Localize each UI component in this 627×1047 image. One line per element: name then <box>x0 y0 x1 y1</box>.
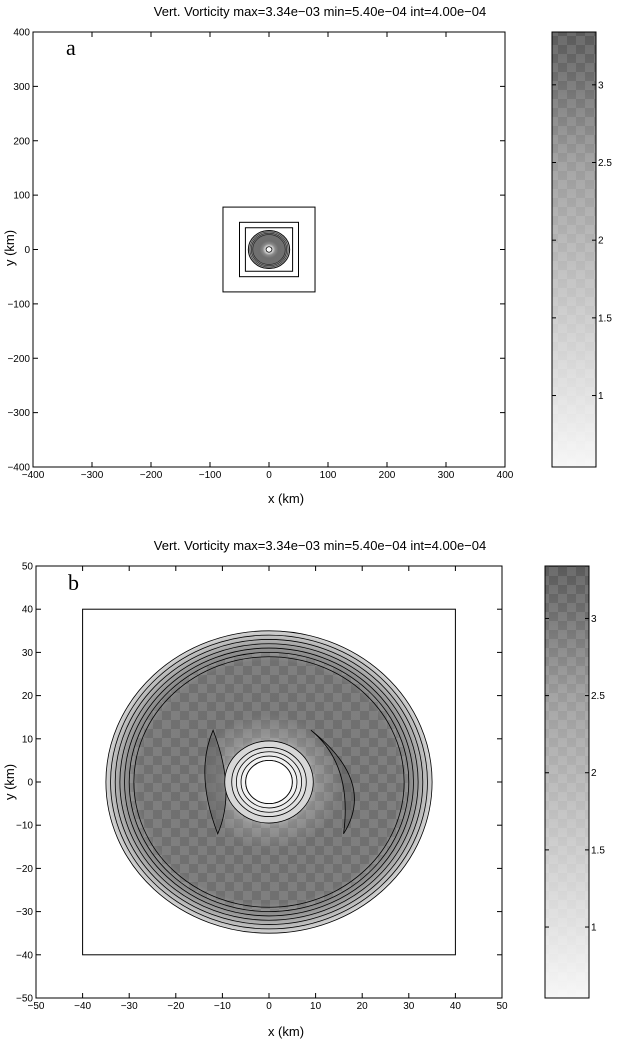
y-tick-label: 200 <box>13 136 30 147</box>
x-tick-label: 0 <box>266 1001 272 1012</box>
outer-contour <box>114 639 424 925</box>
x-tick-label: 300 <box>438 470 455 481</box>
x-tick-label: 400 <box>497 470 514 481</box>
panel-a-y-ticks: −400 −300 −200 −100 0 100 200 300 400 <box>7 28 505 474</box>
panel-b-x-ticks: −50 −40 −30 −20 −10 0 10 20 30 40 50 <box>28 566 508 1012</box>
crescent-right <box>310 729 355 835</box>
x-tick-label: 50 <box>496 1001 508 1012</box>
colorbar-tick-label: 1.5 <box>598 313 612 324</box>
x-tick-label: −10 <box>214 1001 231 1012</box>
x-tick-label: −400 <box>22 470 45 481</box>
x-tick-label: 0 <box>266 470 272 481</box>
colorbar-tick-label: 1 <box>598 391 604 402</box>
y-tick-label: 0 <box>24 245 30 256</box>
y-tick-label: −10 <box>16 821 33 832</box>
vortex-contour <box>248 230 290 269</box>
colorbar-tick-label: 2 <box>598 236 604 247</box>
x-tick-label: −40 <box>74 1001 91 1012</box>
panel-b-title: Vert. Vorticity max=3.34e−03 min=5.40e−0… <box>154 538 486 553</box>
x-tick-label: −50 <box>28 1001 45 1012</box>
panel-a-x-ticks: −400 −300 −200 −100 0 100 200 300 400 <box>22 32 514 481</box>
y-tick-label: −40 <box>16 950 33 961</box>
crescent-left <box>204 729 227 835</box>
panel-a-y-label: y (km) <box>2 230 17 266</box>
panel-b-letter: b <box>68 570 79 595</box>
vortex-eye <box>265 246 273 253</box>
x-tick-label: −200 <box>140 470 163 481</box>
panel-b-y-label: y (km) <box>2 764 17 800</box>
colorbar-tick-label: 2 <box>591 768 597 779</box>
y-tick-label: −300 <box>7 408 30 419</box>
y-tick-label: 40 <box>22 605 34 616</box>
y-tick-label: 300 <box>13 82 30 93</box>
y-tick-label: −200 <box>7 354 30 365</box>
domain-box-1 <box>222 206 316 293</box>
colorbar-texture <box>545 566 589 998</box>
x-tick-label: −20 <box>167 1001 184 1012</box>
y-tick-label: −50 <box>16 994 33 1005</box>
colorbar-frame <box>544 565 590 999</box>
colorbar-tick-label: 1 <box>591 923 597 934</box>
y-tick-label: 0 <box>27 778 33 789</box>
x-tick-label: −100 <box>199 470 222 481</box>
colorbar-tick-label: 2.5 <box>591 691 605 702</box>
domain-box-3 <box>244 227 294 272</box>
y-tick-label: −100 <box>7 299 30 310</box>
panel-b-y-ticks: −50 −40 −30 −20 −10 0 10 20 30 40 50 <box>16 562 502 1005</box>
y-tick-label: 100 <box>13 191 30 202</box>
y-tick-label: 20 <box>22 691 34 702</box>
y-tick-label: 400 <box>13 28 30 39</box>
outer-contour <box>124 647 414 917</box>
outer-contour <box>119 643 419 921</box>
outer-contour <box>110 634 428 930</box>
panel-b-x-label: x (km) <box>268 1024 304 1039</box>
y-tick-label: 50 <box>22 562 34 573</box>
colorbar-tick-label: 2.5 <box>598 158 612 169</box>
x-tick-label: −300 <box>81 470 104 481</box>
x-tick-label: 100 <box>320 470 337 481</box>
x-tick-label: 10 <box>310 1001 322 1012</box>
outer-contour <box>133 656 405 908</box>
panel-a-letter: a <box>66 35 76 60</box>
panel-a-x-label: x (km) <box>268 491 304 506</box>
y-tick-label: 10 <box>22 734 34 745</box>
panel-a-title: Vert. Vorticity max=3.34e−03 min=5.40e−0… <box>154 4 486 19</box>
colorbar-frame <box>551 31 597 468</box>
y-tick-label: 30 <box>22 648 34 659</box>
y-tick-label: −30 <box>16 907 33 918</box>
domain-box-2 <box>239 221 299 278</box>
vortex-contour <box>252 234 286 265</box>
panel-b-colorbar: 1 1.5 2 2.5 3 <box>544 565 605 999</box>
panel-a: Vert. Vorticity max=3.34e−03 min=5.40e−0… <box>2 4 612 506</box>
x-tick-label: 30 <box>403 1001 415 1012</box>
x-tick-label: 40 <box>450 1001 462 1012</box>
x-tick-label: −30 <box>121 1001 138 1012</box>
y-tick-label: −20 <box>16 864 33 875</box>
panel-a-plot-area <box>32 31 506 468</box>
x-tick-label: 20 <box>357 1001 369 1012</box>
colorbar-tick-label: 3 <box>591 614 597 625</box>
panel-b: Vert. Vorticity max=3.34e−03 min=5.40e−0… <box>2 538 605 1039</box>
colorbar-tick-label: 3 <box>598 80 604 91</box>
x-tick-label: 200 <box>379 470 396 481</box>
colorbar-texture <box>552 32 596 467</box>
outer-contour <box>128 652 410 913</box>
domain-box <box>82 608 456 956</box>
panel-b-plot-area <box>35 565 503 999</box>
vortex-contour <box>251 232 288 267</box>
panel-a-colorbar: 1 1.5 2 2.5 3 <box>551 31 612 468</box>
vortex-eye <box>245 759 293 805</box>
outer-contour <box>105 630 433 934</box>
colorbar-tick-label: 1.5 <box>591 845 605 856</box>
y-tick-label: −400 <box>7 463 30 474</box>
vortex-contour <box>249 231 289 268</box>
